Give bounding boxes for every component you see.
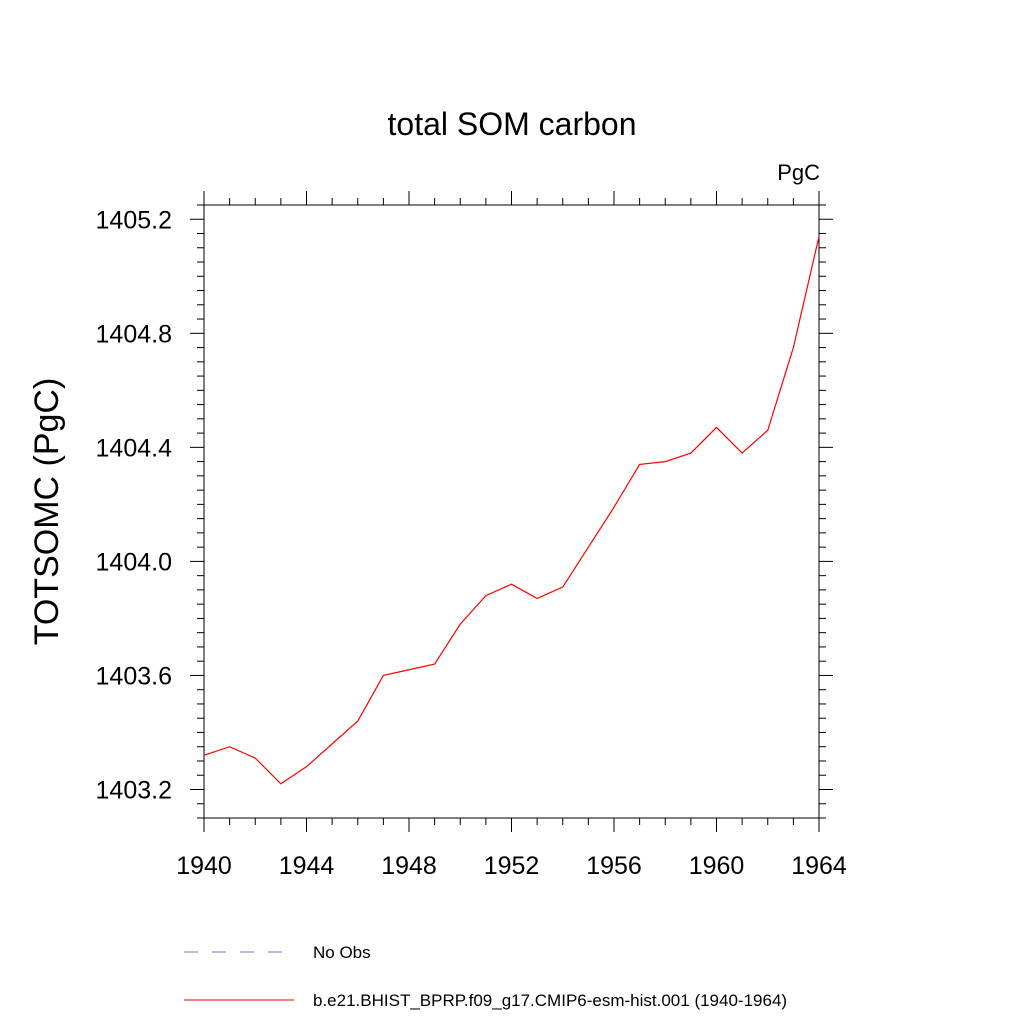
y-axis: 1403.2 1403.6 1404.0 1404.4 1404.8 1405.2 xyxy=(96,204,833,819)
series-layer xyxy=(203,236,820,785)
plot-frame xyxy=(203,204,820,819)
y-tick-label: 1404.8 xyxy=(96,320,172,348)
y-tick-label: 1404.0 xyxy=(96,548,172,576)
y-tick-label: 1403.2 xyxy=(96,776,172,804)
legend-label: No Obs xyxy=(313,943,371,962)
x-tick-label: 1964 xyxy=(791,852,847,880)
legend: No Obs b.e21.BHIST_BPRP.f09_g17.CMIP6-esm… xyxy=(184,943,787,1010)
y-tick-label: 1405.2 xyxy=(96,206,172,234)
x-tick-label: 1960 xyxy=(689,852,745,880)
y-tick-label: 1404.4 xyxy=(96,434,173,462)
x-axis: 1940 1944 1948 1952 1956 1960 1964 xyxy=(176,191,847,880)
units-label: PgC xyxy=(777,160,820,185)
y-tick-label: 1403.6 xyxy=(96,662,172,690)
legend-label: b.e21.BHIST_BPRP.f09_g17.CMIP6-esm-hist.… xyxy=(313,991,787,1010)
plot-border xyxy=(203,204,820,819)
y-axis-label: TOTSOMC (PgC) xyxy=(28,378,66,646)
chart-title: total SOM carbon xyxy=(388,106,637,142)
x-tick-label: 1952 xyxy=(484,852,540,880)
series-line xyxy=(203,236,820,785)
x-tick-label: 1940 xyxy=(176,852,232,880)
x-tick-label: 1956 xyxy=(586,852,642,880)
x-tick-label: 1944 xyxy=(279,852,335,880)
x-tick-label: 1948 xyxy=(381,852,437,880)
